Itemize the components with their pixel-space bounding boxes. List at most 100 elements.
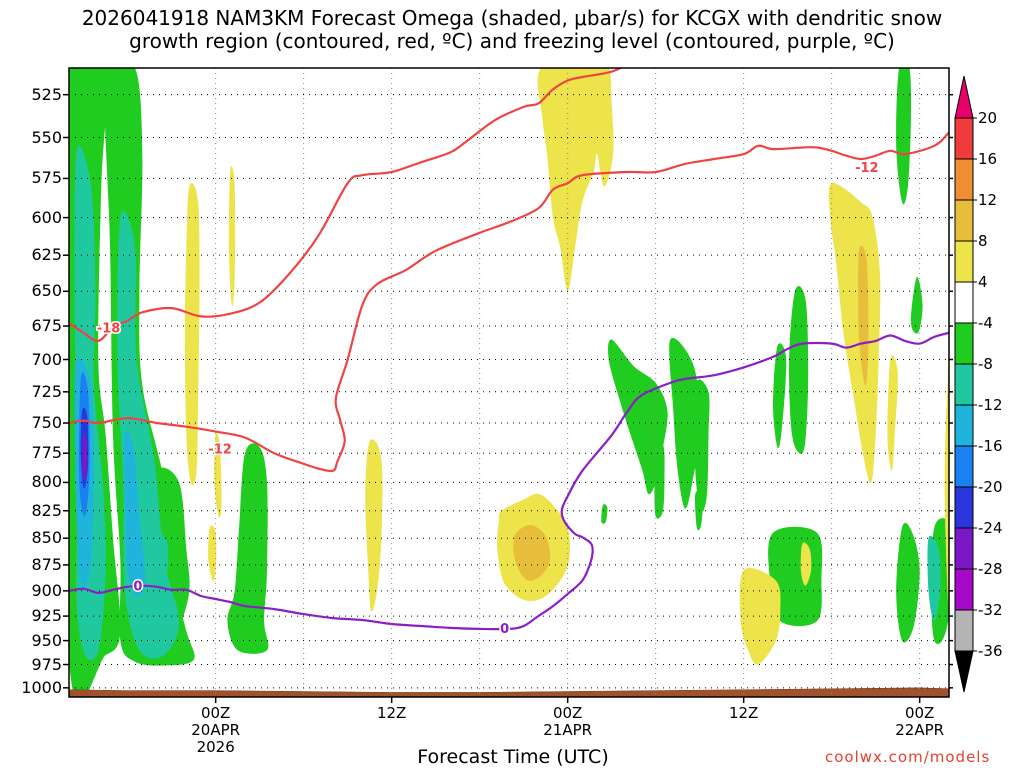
omega-region: [989, 214, 998, 299]
omega-region: [123, 431, 146, 597]
ground-layer: [69, 687, 949, 697]
freezing-level-contour: [69, 331, 949, 631]
colorbar-tick-label: -8: [978, 355, 993, 373]
x-tick-label: 00Z: [200, 704, 231, 722]
omega-region: [910, 276, 923, 334]
omega-region: [694, 379, 710, 512]
credit-link[interactable]: coolwx.com/models: [825, 748, 991, 766]
omega-region: [694, 490, 703, 531]
contour-label: 0: [500, 622, 509, 637]
plot-frame: [68, 67, 950, 698]
omega-shading-layer: [69, 68, 1007, 697]
x-tick-label: 12Z: [376, 704, 407, 722]
omega-region: [788, 286, 809, 454]
y-tick-label: 975: [31, 654, 62, 674]
omega-region: [773, 343, 787, 449]
colorbar-bin: [954, 609, 974, 652]
y-tick-label: 950: [31, 630, 62, 650]
colorbar-tick-label: 4: [978, 273, 988, 291]
x-tick-label: 20APR: [191, 721, 241, 739]
omega-region: [896, 68, 912, 205]
colorbar-bin: [954, 240, 974, 283]
colorbar-bin: [954, 281, 974, 324]
colorbar-tick-label: -12: [978, 396, 1003, 414]
axis-ticks: [63, 93, 953, 703]
colorbar-tick-label: -28: [978, 560, 1003, 578]
x-tick-label: 12Z: [728, 704, 759, 722]
colorbar-bin: [954, 568, 974, 611]
y-tick-label: 850: [31, 528, 62, 548]
x-axis-title: Forecast Time (UTC): [417, 746, 609, 768]
omega-region: [227, 443, 269, 654]
colorbar-tick-label: 8: [978, 232, 988, 250]
colorbar-top-cap: [954, 75, 974, 119]
colorbar-bin: [954, 322, 974, 365]
colorbar-tick-label: -20: [978, 478, 1003, 496]
y-tick-label: 700: [31, 349, 62, 369]
omega-region: [537, 68, 614, 292]
colorbar-bin: [954, 445, 974, 488]
colorbar-bin: [954, 404, 974, 447]
omega-region: [927, 535, 941, 621]
y-tick-label: 675: [31, 316, 62, 336]
colorbar-tick-label: -36: [978, 642, 1003, 660]
omega-region: [800, 542, 812, 586]
colorbar-bottom-cap: [954, 650, 974, 693]
colorbar-bin: [954, 527, 974, 570]
omega-region: [601, 504, 608, 524]
colorbar-tick-label: 12: [978, 191, 998, 209]
y-tick-label: 750: [31, 413, 62, 433]
dendritic-contour: [69, 68, 624, 343]
omega-region: [944, 339, 949, 627]
omega-region: [739, 567, 781, 665]
colorbar-tick-label: 16: [978, 150, 998, 168]
dendritic-contour: [69, 130, 949, 473]
colorbar-bin: [954, 199, 974, 242]
colorbar-tick-label: -4: [978, 314, 993, 332]
omega-region: [208, 525, 217, 581]
omega-region: [214, 432, 222, 518]
y-tick-label: 600: [31, 207, 62, 227]
colorbar-bin: [954, 117, 974, 160]
x-tick-label: 00Z: [904, 704, 935, 722]
contour-label: -12: [855, 161, 879, 176]
y-tick-label: 900: [31, 580, 62, 600]
omega-region: [513, 525, 551, 581]
y-tick-label: 875: [31, 554, 62, 574]
omega-region: [858, 245, 869, 386]
y-tick-label: 725: [31, 381, 62, 401]
contour-layer: [69, 68, 949, 631]
chart-title-line1: 2026041918 NAM3KM Forecast Omega (shaded…: [81, 6, 943, 30]
y-tick-label: 925: [31, 606, 62, 626]
chart-title-line2: growth region (contoured, red, ºC) and f…: [129, 29, 895, 53]
colorbar-bin: [954, 158, 974, 201]
y-tick-label: 800: [31, 472, 62, 492]
omega-region: [82, 434, 87, 481]
omega-region: [998, 77, 1007, 162]
x-tick-label: 2026: [196, 738, 235, 756]
colorbar-bin: [954, 363, 974, 406]
y-tick-label: 525: [31, 84, 62, 104]
x-tick-label: 22APR: [895, 721, 945, 739]
y-tick-label: 825: [31, 500, 62, 520]
x-tick-label: 00Z: [552, 704, 583, 722]
contour-label: -18: [97, 321, 121, 336]
contour-label: 0: [133, 580, 142, 595]
colorbar: [954, 75, 977, 693]
contour-label: -12: [208, 442, 232, 457]
omega-region: [896, 522, 920, 643]
x-tick-label: 21APR: [543, 721, 593, 739]
omega-region: [184, 183, 200, 486]
omega-region: [147, 530, 169, 586]
y-tick-label: 575: [31, 168, 62, 188]
colorbar-bin: [954, 486, 974, 529]
colorbar-tick-label: -16: [978, 437, 1003, 455]
y-tick-label: 1000: [21, 677, 62, 697]
omega-region: [828, 182, 881, 484]
colorbar-tick-label: -32: [978, 601, 1003, 619]
colorbar-tick-label: -24: [978, 519, 1003, 537]
y-tick-label: 650: [31, 281, 62, 301]
ground-surface: [69, 687, 949, 697]
colorbar-tick-label: 20: [978, 109, 998, 127]
